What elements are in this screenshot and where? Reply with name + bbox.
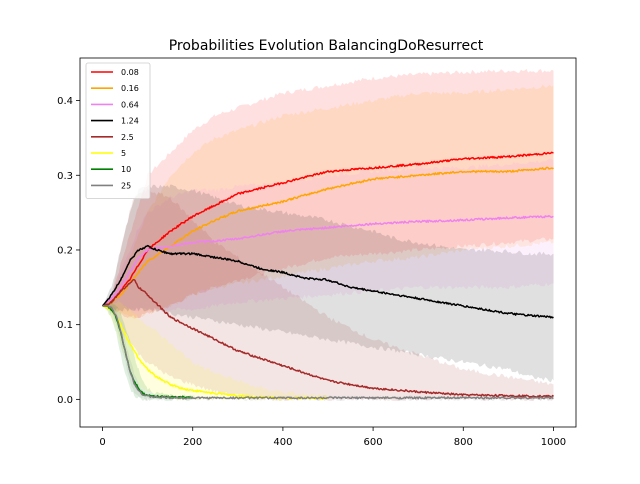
legend-label-25: 25: [121, 181, 131, 190]
y-tick-label: 0.4: [57, 96, 73, 107]
band-0.64: [102, 158, 554, 312]
confidence-bands: [102, 68, 554, 401]
series-line-1.24: [101, 244, 554, 319]
series-line-0.08: [102, 151, 554, 307]
band-10: [102, 302, 193, 401]
series-line-25: [102, 305, 554, 400]
plot-frame: [79, 57, 577, 428]
series-line-0.64: [102, 214, 554, 307]
y-tick-label: 0.0: [57, 395, 73, 406]
legend-label-1.24: 1.24: [121, 117, 139, 126]
x-tick-label: 800: [454, 437, 473, 448]
x-tick-label: 0: [99, 437, 105, 448]
y-tick-label: 0.3: [57, 171, 73, 182]
legend-label-2.5: 2.5: [121, 133, 134, 142]
legend-label-0.16: 0.16: [121, 84, 139, 93]
x-tick-label: 600: [364, 437, 383, 448]
chart-title: Probabilities Evolution BalancingDoResur…: [169, 38, 484, 54]
y-tick-label: 0.2: [57, 245, 73, 256]
band-0.16: [102, 84, 554, 319]
legend: 0.08 0.16 0.64 1.24 2.5 5 10 25: [85, 62, 151, 200]
legend-label-0.08: 0.08: [121, 68, 139, 77]
x-tick-label: 200: [183, 437, 202, 448]
band-5: [102, 301, 328, 401]
legend-label-10: 10: [121, 165, 131, 174]
series-line-2.5: [102, 278, 554, 398]
series-lines: [101, 151, 554, 401]
y-tick-label: 0.1: [57, 320, 73, 331]
legend-label-0.64: 0.64: [121, 100, 139, 109]
band-1.24: [102, 184, 554, 383]
legend-box: [85, 62, 151, 200]
axes: 0 200 400 600 800 1000 0.0 0.1 0.2 0.3 0.4: [57, 57, 577, 448]
band-0.08: [102, 68, 554, 319]
legend-label-5: 5: [121, 149, 126, 158]
x-tick-label: 1000: [541, 437, 566, 448]
x-tick-label: 400: [273, 437, 292, 448]
series-line-0.16: [102, 166, 554, 307]
band-2.5: [102, 188, 554, 401]
